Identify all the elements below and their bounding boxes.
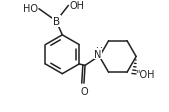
Text: HO: HO [23, 4, 38, 14]
Text: OH: OH [69, 1, 84, 11]
Text: O: O [80, 86, 88, 96]
Text: H: H [95, 46, 102, 55]
Text: N: N [94, 49, 102, 59]
Text: "OH: "OH [135, 70, 155, 80]
Polygon shape [98, 55, 100, 59]
Text: B: B [53, 17, 60, 27]
